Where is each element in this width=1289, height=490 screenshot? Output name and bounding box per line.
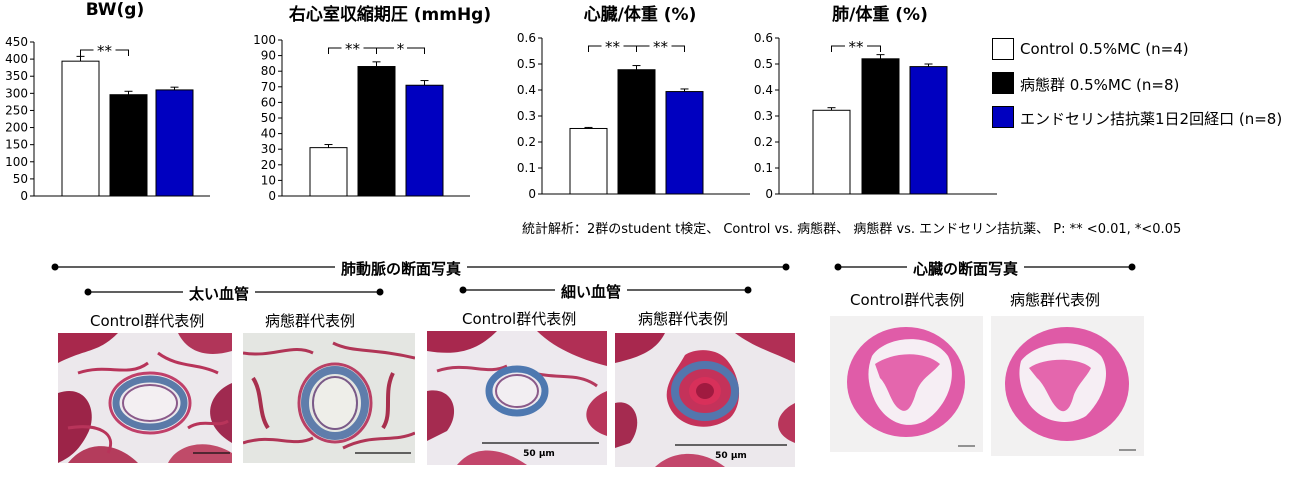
bar [909,66,948,195]
y-tick-label: 100 [253,33,276,47]
bar [61,60,100,197]
chart-heart-ratio: 0 0.1 0.2 0.3 0.4 0.5 0.6 ** ** [517,31,750,201]
bar [357,66,396,197]
section-title-large-vessel: 太い血管 [183,283,256,304]
label-large-disease: 病態群代表例 [265,312,356,330]
y-tick-label: 100 [5,155,28,169]
y-tick-label: 300 [5,86,28,100]
scale-bar-label-control: 50 μm [523,449,555,459]
y-tick-label: 400 [5,52,28,66]
y-tick-label: 350 [5,69,28,83]
y-tick-label: 0 [528,187,536,201]
y-tick-label: 0.3 [754,109,773,123]
legend-label-disease: 病態群 0.5%MC (n=8) [1020,76,1180,94]
significance-label: ** [345,40,361,58]
significance-label: ** [653,38,669,56]
y-tick-label: 0.4 [754,83,773,97]
photo-heart-control [830,316,983,452]
significance-label: ** [849,38,865,56]
y-tick-label: 0 [268,189,276,203]
legend-label-control: Control 0.5%MC (n=4) [1020,40,1189,58]
y-tick-label: 10 [261,173,276,187]
y-tick-label: 0.1 [517,161,536,175]
chart-title-bw: BW(g) [85,0,145,20]
y-tick-label: 30 [261,142,276,156]
section-title-heart: 心臓の断面写真 [907,258,1025,279]
chart-bw: 0 50 100 150 200 250 300 350 400 450 ** [5,35,210,203]
y-tick-label: 250 [5,103,28,117]
bar [109,94,148,197]
chart-title-lung-ratio: 肺/体重 (%) [832,5,928,25]
photo-small-vessel-control: 50 μm [427,331,607,465]
significance-mask [845,43,867,49]
y-tick-label: 0 [765,187,773,201]
photo-large-vessel-control [58,333,232,463]
legend-label-treatment: エンドセリン拮抗薬1日2回経口 (n=8) [1020,110,1283,128]
y-tick-label: 0.5 [754,57,773,71]
y-tick-label: 40 [261,127,276,141]
y-tick-label: 90 [261,49,276,63]
y-tick-label: 0.5 [517,57,536,71]
y-tick-label: 0.6 [754,31,773,45]
y-tick-label: 50 [261,111,276,125]
section-title-lung: 肺動脈の断面写真 [335,258,468,279]
bar [861,58,900,195]
y-tick-label: 0.6 [517,31,536,45]
y-tick-label: 200 [5,121,28,135]
bar [309,147,348,197]
y-tick-label: 60 [261,95,276,109]
legend-swatch-disease [992,72,1014,94]
bar [812,109,851,195]
y-tick-label: 80 [261,64,276,78]
legend-swatch-control [992,38,1014,60]
y-tick-label: 0.3 [517,109,536,123]
significance-mask [601,43,624,49]
chart-title-rvsp: 右心室収縮期圧 (mmHg) [288,5,492,25]
legend-swatch-treatment [992,106,1014,128]
y-tick-label: 150 [5,138,28,152]
section-title-small-vessel: 細い血管 [555,281,628,302]
significance-label: ** [97,42,113,60]
stats-note: 統計解析：2群のstudent t検定、 Control vs. 病態群、 病態… [522,222,1182,237]
significance-label: * [397,40,405,58]
significance-label: ** [605,38,621,56]
y-tick-label: 20 [261,158,276,172]
label-small-disease: 病態群代表例 [638,310,729,328]
bar [665,91,704,195]
chart-lung-ratio: 0 0.1 0.2 0.3 0.4 0.5 0.6 ** [754,31,997,201]
y-tick-label: 0.4 [517,83,536,97]
photo-small-vessel-disease: 50 μm [615,333,795,467]
scale-bar-label-disease: 50 μm [715,451,747,461]
bar [405,84,444,197]
significance-mask [93,47,116,53]
y-tick-label: 0.2 [754,135,773,149]
significance-mask [341,45,364,51]
y-tick-label: 0 [20,189,28,203]
significance-mask [394,45,407,51]
y-tick-label: 0.2 [517,135,536,149]
y-tick-label: 450 [5,35,28,49]
bar [569,127,608,195]
label-small-control: Control群代表例 [462,310,577,328]
y-tick-label: 70 [261,80,276,94]
y-tick-label: 0.1 [754,161,773,175]
y-tick-label: 50 [13,172,28,186]
label-heart-control: Control群代表例 [850,291,965,309]
bar [617,69,656,195]
label-large-control: Control群代表例 [90,312,205,330]
significance-mask [649,43,672,49]
bar [155,89,194,197]
chart-title-heart-ratio: 心臓/体重 (%) [583,5,697,25]
label-heart-disease: 病態群代表例 [1010,291,1101,309]
photo-heart-disease [991,316,1144,456]
photo-large-vessel-disease [243,333,415,463]
